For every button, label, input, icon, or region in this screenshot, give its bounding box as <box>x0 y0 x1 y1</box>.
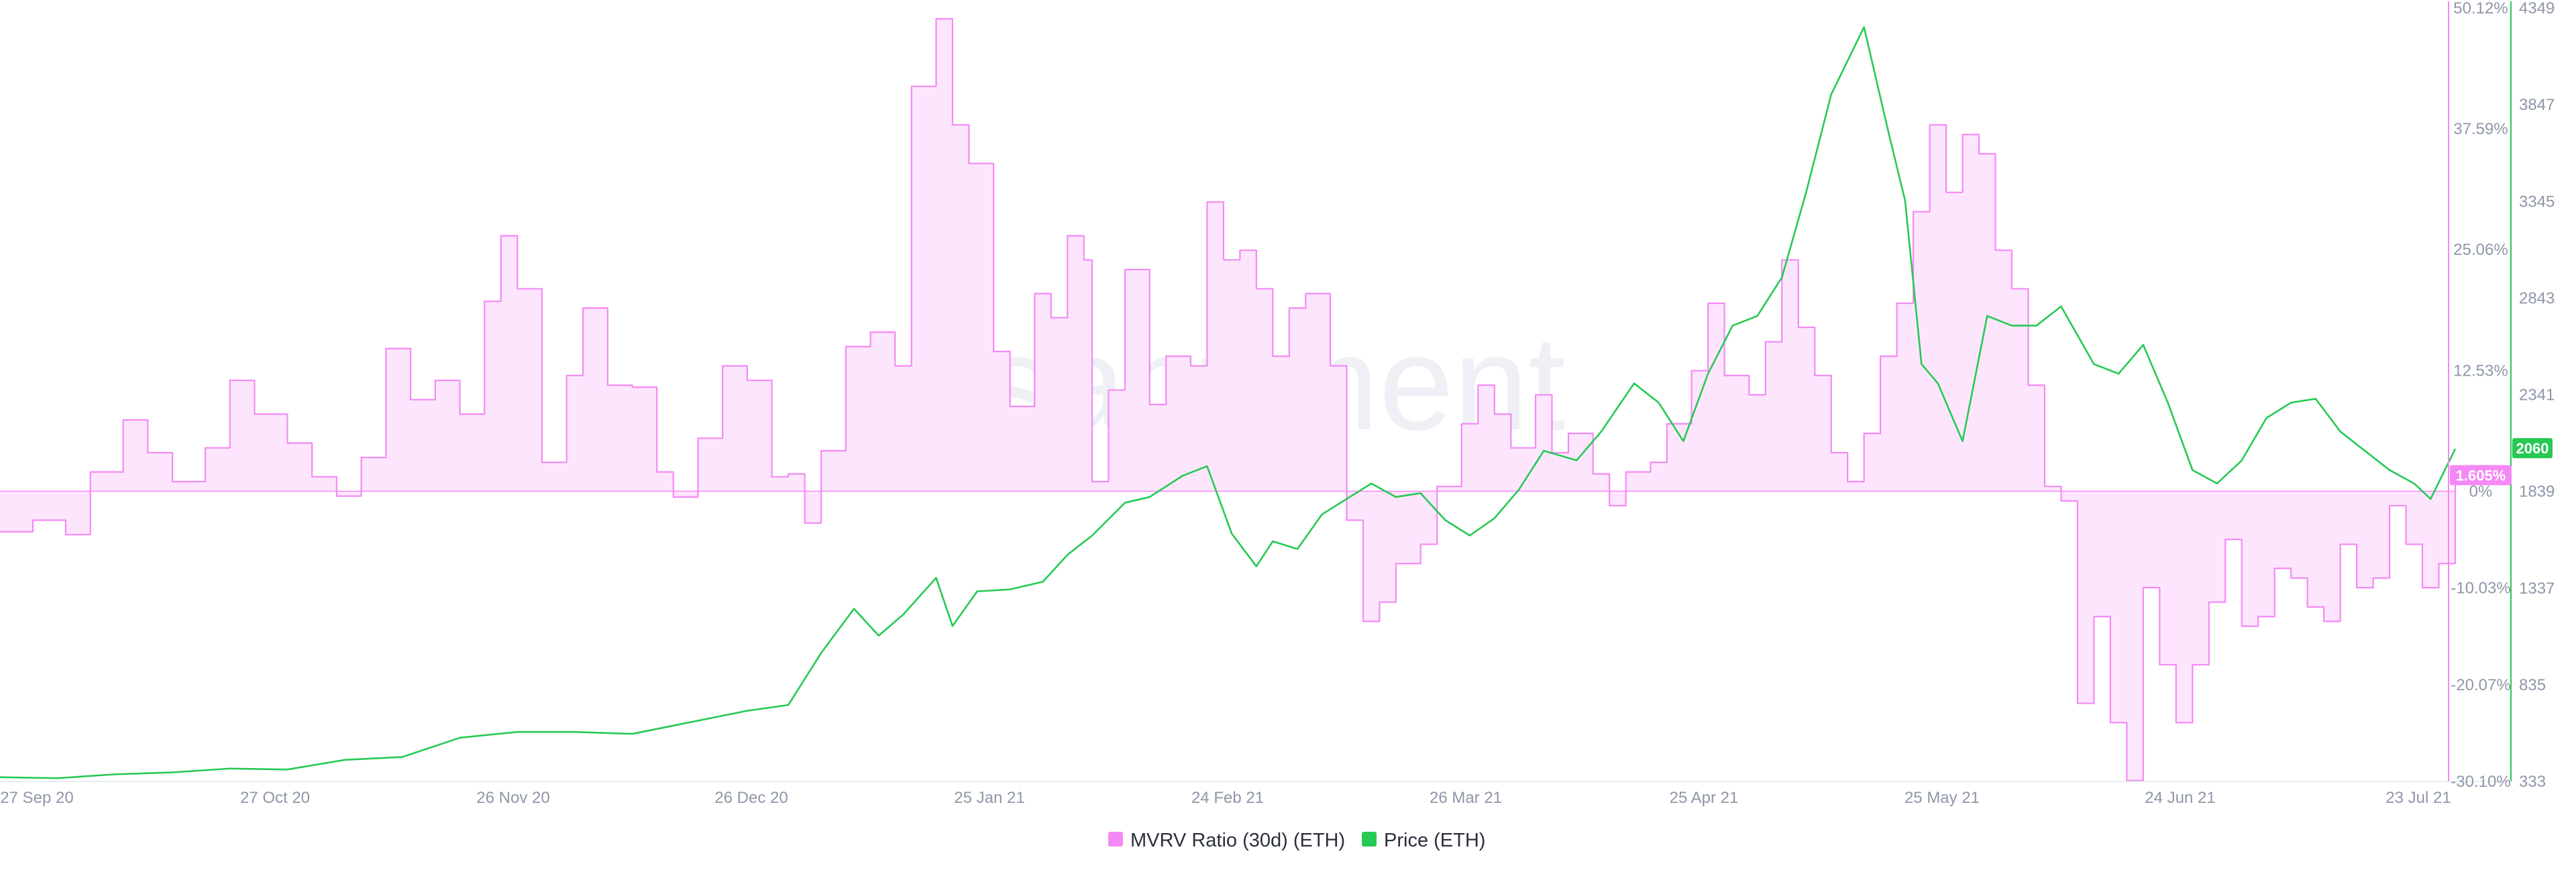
time-axis-ticks: 27 Sep 20 27 Oct 20 26 Nov 20 26 Dec 20 25 J… <box>0 789 2451 807</box>
mvrv-tick-label: 12.53% <box>2453 362 2508 380</box>
time-tick-label: 27 Sep 20 <box>0 789 73 807</box>
price-tick-label: 1839 <box>2519 483 2555 501</box>
price-tick-label: 3345 <box>2519 193 2555 211</box>
time-tick-label: 26 Nov 20 <box>476 789 549 807</box>
time-tick-label: 27 Oct 20 <box>240 789 310 807</box>
legend-label-mvrv: MVRV Ratio (30d) (ETH) <box>1130 830 1345 851</box>
legend-label-price: Price (ETH) <box>1384 830 1485 851</box>
time-tick-label: 26 Dec 20 <box>714 789 788 807</box>
mvrv-tick-label: 37.59% <box>2453 120 2508 138</box>
mvrv-tick-label: -10.03% <box>2451 580 2510 598</box>
time-tick-label: 26 Mar 21 <box>1430 789 1502 807</box>
mvrv-last-value-badge: 1.605% <box>2450 465 2512 486</box>
price-tick-label: 835 <box>2519 676 2546 694</box>
legend-item-price[interactable]: Price (ETH) <box>1362 830 1485 851</box>
mvrv-badge-label: 1.605% <box>2456 467 2506 484</box>
price-tick-label: 333 <box>2519 773 2546 791</box>
mvrv-tick-label: 25.06% <box>2453 241 2508 259</box>
price-badge-label: 2060 <box>2516 440 2549 457</box>
price-tick-label: 2341 <box>2519 386 2555 404</box>
price-badge-background <box>2512 438 2553 459</box>
price-axis-ticks: 4349 3847 3345 2843 2341 1839 1337 835 333 <box>2519 0 2555 791</box>
price-tick-label: 2843 <box>2519 289 2555 307</box>
time-tick-label: 25 Apr 21 <box>1670 789 1739 807</box>
mvrv-axis-ticks: 50.12% 37.59% 25.06% 12.53% 0% -10.03% -20.07%… <box>2451 0 2510 791</box>
mvrv-area-fill <box>0 19 2455 781</box>
price-series-line <box>0 26 2457 779</box>
mvrv-area-layer <box>0 19 2455 781</box>
mvrv-tick-label: 0% <box>2469 482 2493 500</box>
time-tick-label: 23 Jul 21 <box>2385 789 2451 807</box>
price-tick-label: 4349 <box>2519 0 2555 17</box>
price-last-value-badge: 2060 <box>2512 438 2553 459</box>
price-tick-label: 1337 <box>2519 580 2555 598</box>
mvrv-tick-label: -30.10% <box>2451 773 2510 791</box>
time-tick-label: 25 Jan 21 <box>954 789 1024 807</box>
time-tick-label: 25 May 21 <box>1904 789 1980 807</box>
time-tick-label: 24 Feb 21 <box>1191 789 1264 807</box>
price-tick-label: 3847 <box>2519 96 2555 114</box>
time-tick-label: 24 Jun 21 <box>2145 789 2215 807</box>
chart-legend: MVRV Ratio (30d) (ETH) Price (ETH) <box>1108 830 1485 851</box>
series-line-layer <box>0 17 2457 781</box>
mvrv-tick-label: -20.07% <box>2451 676 2510 694</box>
legend-item-mvrv[interactable]: MVRV Ratio (30d) (ETH) <box>1108 830 1345 851</box>
legend-swatch-price <box>1362 832 1377 847</box>
mvrv-series-line <box>0 17 2457 781</box>
mvrv-tick-label: 50.12% <box>2453 0 2508 17</box>
legend-swatch-mvrv <box>1108 832 1123 847</box>
mvrv-badge-background <box>2450 465 2512 486</box>
